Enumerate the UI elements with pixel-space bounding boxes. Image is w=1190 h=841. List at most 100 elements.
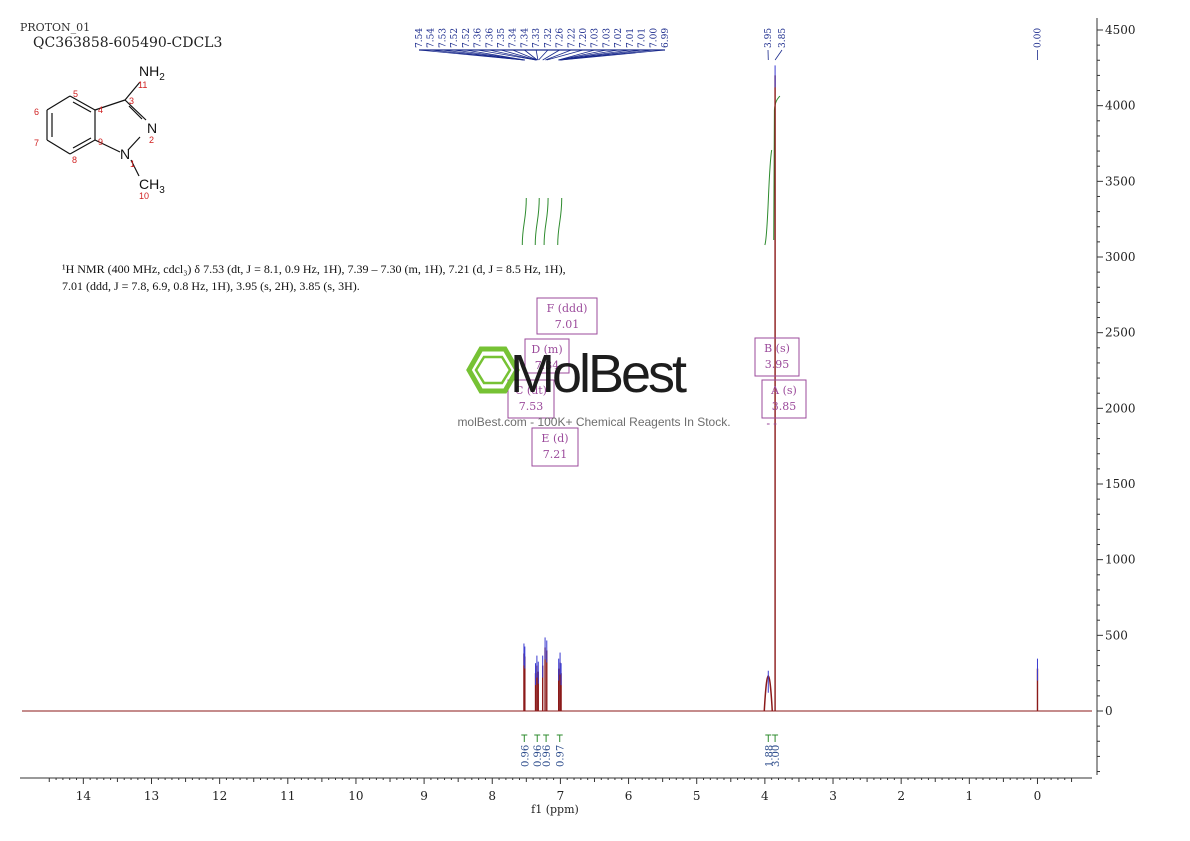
atom-number: 6 — [34, 107, 39, 117]
integral-group: 0.96 0.960.96 0.97 1.883.00 — [520, 95, 782, 767]
y-tick-label: 4000 — [1105, 99, 1136, 113]
peak-label: 6.99 — [661, 28, 671, 48]
peak-label: 7.33 — [532, 28, 542, 48]
atom-number: 1 — [130, 159, 135, 169]
pyrazole-n-label: N — [147, 120, 157, 136]
peak-label: 7.36 — [474, 28, 484, 48]
peak-label-leader — [542, 49, 560, 61]
integral-curve — [543, 197, 549, 246]
x-tick-label: 0 — [1034, 789, 1042, 803]
watermark: MolBest molBest.com - 100K+ Chemical Rea… — [457, 344, 730, 429]
peak-label-leader — [477, 49, 536, 61]
peak-label: 7.54 — [415, 28, 425, 48]
atom-number: 4 — [98, 105, 103, 115]
experiment-name: PROTON_01 — [20, 21, 90, 34]
atom-number: 10 — [139, 191, 149, 201]
peak-label-leader — [500, 49, 537, 61]
y-axis: 0 500 1000 1500 2000 2500 3000 3500 4000 4500 — [1097, 23, 1136, 773]
integral-curve — [557, 197, 563, 246]
multiplet-box — [507, 379, 555, 419]
peak-label: 7.52 — [462, 28, 472, 48]
y-tick-label: 1500 — [1105, 477, 1136, 491]
multiplet-box — [761, 379, 807, 419]
y-tick-label: 1000 — [1105, 553, 1136, 567]
molecule-structure — [46, 81, 147, 177]
multiplet-box — [754, 337, 800, 377]
y-tick-label: 3000 — [1105, 250, 1136, 264]
multiplet-box — [531, 427, 579, 467]
peak-label-leader — [545, 49, 572, 61]
y-tick-label: 2000 — [1105, 401, 1136, 415]
watermark-brand: MolBest — [510, 344, 687, 404]
multiplet-value: 3.85 — [772, 400, 797, 413]
peak-label: 7.00 — [649, 28, 659, 48]
x-tick-label: 12 — [212, 789, 227, 803]
integral-value: 0.96 — [533, 745, 544, 767]
x-tick-label: 11 — [280, 789, 295, 803]
peak-label-leader — [465, 49, 526, 61]
x-tick-label: 2 — [897, 789, 905, 803]
x-axis-label: f1 (ppm) — [531, 803, 579, 816]
peak-label: 7.26 — [556, 28, 566, 48]
x-tick-label: 10 — [348, 789, 363, 803]
nmr-description-line2: 7.01 (ddd, J = 7.8, 6.9, 0.8 Hz, 1H), 3.… — [62, 279, 360, 293]
atom-number: 11 — [138, 80, 147, 90]
peak-label: 7.02 — [614, 28, 624, 48]
molbest-logo-icon — [466, 346, 520, 394]
multiplet-label: F (ddd) — [547, 302, 588, 315]
peak-label: 3.95 — [764, 28, 774, 48]
multiplet-label: A (s) — [770, 384, 797, 397]
peak-label-leader — [538, 49, 549, 61]
multiplet-label: D (m) — [531, 343, 562, 356]
peak-label-leader — [561, 49, 666, 61]
peak-label: 7.36 — [485, 28, 495, 48]
integral-value: 0.97 — [556, 745, 567, 767]
integral-curve — [521, 197, 527, 246]
multiplet-label: E (d) — [541, 432, 568, 445]
peak-label-leader — [524, 49, 538, 61]
y-tick-label: 3500 — [1105, 174, 1136, 188]
x-tick-label: 8 — [488, 789, 496, 803]
molecule-labels: NH2 N N CH3 11 3 4 5 6 7 8 9 2 1 10 — [34, 63, 165, 201]
integral-value: 0.96 — [520, 745, 531, 767]
ring-n-label: N — [120, 146, 130, 162]
peak-label: 7.01 — [638, 28, 648, 48]
integral-curve — [534, 197, 540, 246]
multiplet-box — [536, 297, 598, 335]
peak-label: 7.34 — [509, 28, 519, 48]
peak-label-leader — [512, 49, 538, 61]
atom-number: 9 — [98, 137, 103, 147]
y-tick-label: 500 — [1105, 628, 1128, 642]
x-tick-label: 6 — [625, 789, 633, 803]
methyl-group-label: CH — [139, 176, 159, 192]
multiplet-group: F (ddd) 7.01 D (m) 7.34 C (dt) 7.53 E (d) 7.21 B… — [507, 297, 807, 467]
x-axis: 14 13 12 11 10 9 8 7 6 5 4 3 2 1 0 — [48, 778, 1073, 803]
atom-number: 5 — [73, 89, 78, 99]
x-tick-label: 14 — [76, 789, 92, 803]
peak-label: 0.00 — [1033, 28, 1043, 48]
y-tick-label: 4500 — [1105, 23, 1136, 37]
x-tick-label: 9 — [420, 789, 428, 803]
x-tick-label: 4 — [761, 789, 769, 803]
multiplet-label: C (dt) — [515, 384, 547, 397]
multiplet-value: 7.01 — [555, 318, 580, 331]
peak-label: 3.85 — [778, 28, 788, 48]
y-tick-label: 0 — [1105, 704, 1113, 718]
peak-label: 7.52 — [450, 28, 460, 48]
multiplet-value: 3.95 — [765, 358, 790, 371]
peak-label: 7.53 — [438, 28, 448, 48]
x-tick-label: 3 — [829, 789, 837, 803]
svg-text:NH2: NH2 — [139, 63, 165, 83]
y-tick-label: 2500 — [1105, 326, 1136, 340]
x-tick-label: 7 — [557, 789, 565, 803]
multiplet-value: 7.21 — [543, 448, 568, 461]
peak-label-leader — [546, 49, 584, 61]
peak-label: 7.22 — [567, 28, 577, 48]
x-tick-label: 13 — [144, 789, 159, 803]
multiplet-value: 7.34 — [535, 359, 560, 372]
atom-number: 2 — [149, 135, 154, 145]
atom-number: 7 — [34, 138, 39, 148]
peak-label: 7.20 — [579, 28, 589, 48]
x-tick-label: 1 — [966, 789, 974, 803]
